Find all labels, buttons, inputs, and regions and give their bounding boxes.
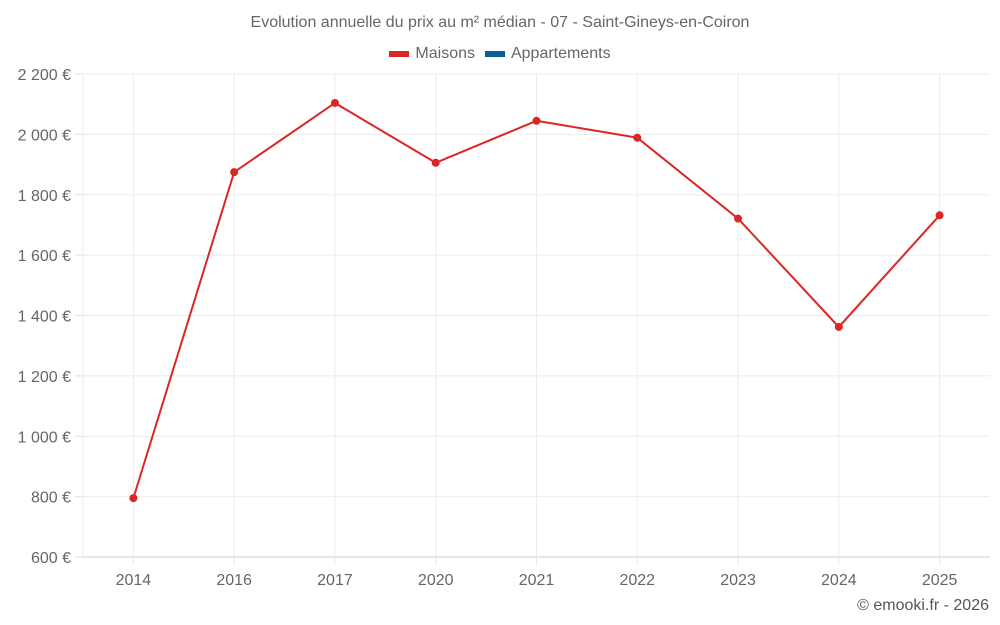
y-tick-label: 2 000 € [18,127,71,144]
y-tick-label: 1 000 € [18,429,71,446]
data-point[interactable] [230,168,239,177]
x-tick-label: 2023 [720,572,756,589]
data-point[interactable] [330,98,339,107]
chart-title: Evolution annuelle du prix au m² médian … [250,14,750,31]
y-tick-label: 1 600 € [18,248,71,265]
x-tick-label: 2020 [418,572,454,589]
x-tick-label: 2016 [216,572,252,589]
data-point[interactable] [834,322,843,331]
data-point[interactable] [734,214,743,223]
x-tick-label: 2024 [821,572,857,589]
y-tick-label: 2 200 € [18,67,71,84]
credit-text: © emooki.fr - 2026 [857,597,989,614]
legend-item-appartements[interactable]: Appartements [484,45,611,63]
data-point[interactable] [129,494,138,503]
legend-label-maisons: Maisons [415,45,475,62]
x-tick-label: 2017 [317,572,353,589]
legend: Maisons Appartements [0,45,1000,63]
y-tick-label: 1 800 € [18,188,71,205]
x-tick-label: 2022 [619,572,655,589]
y-tick-label: 800 € [31,490,71,507]
data-point[interactable] [935,211,944,220]
legend-label-appartements: Appartements [510,45,611,62]
data-point[interactable] [431,158,440,167]
legend-swatch-appartements [484,51,505,57]
x-tick-label: 2014 [116,572,152,589]
data-point[interactable] [633,133,642,142]
data-point[interactable] [532,116,541,125]
legend-item-maisons[interactable]: Maisons [389,45,475,63]
legend-swatch-maisons [389,51,410,57]
x-tick-label: 2025 [922,572,958,589]
y-tick-label: 600 € [31,550,71,567]
x-tick-label: 2021 [519,572,555,589]
y-tick-label: 1 200 € [18,369,71,386]
y-tick-label: 1 400 € [18,309,71,326]
